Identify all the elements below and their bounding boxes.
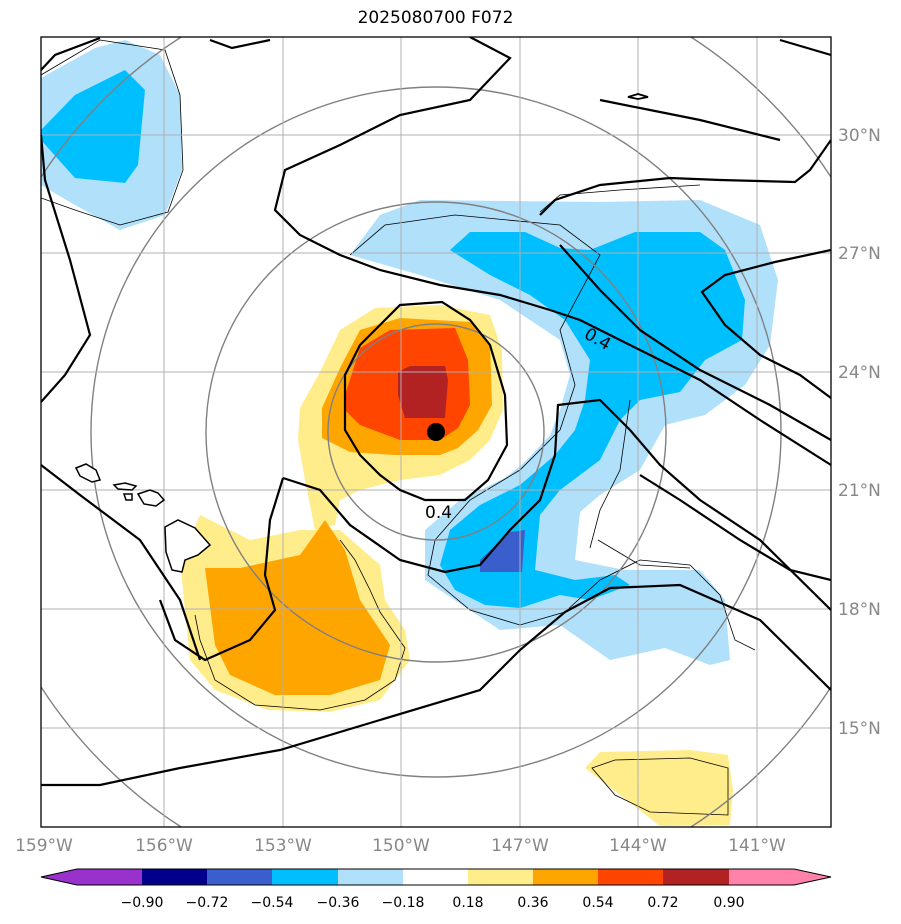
colorbar-tick-label: 0.18 (452, 895, 483, 911)
lon-label: 144°W (609, 836, 667, 856)
colorbar-extend-low (41, 869, 77, 885)
map-frame (40, 36, 832, 828)
lon-label: 156°W (135, 836, 193, 856)
lon-label: 153°W (254, 836, 312, 856)
island-molokai (122, 493, 133, 501)
range-rings (41, 37, 831, 827)
lon-label: 150°W (372, 836, 430, 856)
colorbar-bin (77, 869, 143, 885)
colorbar-bin (338, 869, 404, 885)
colorbar-tick-label: 0.90 (713, 895, 744, 911)
colorbar-bin (403, 869, 469, 885)
island-oahu (112, 482, 138, 491)
colorbar-tick-label: 0.72 (647, 895, 678, 911)
positive-blob-southeast (585, 750, 733, 826)
hawaiian-islands (74, 463, 212, 573)
colorbar-tick-label: −0.90 (121, 895, 164, 911)
colorbar-bin (142, 869, 208, 885)
colorbar-tick-label: −0.18 (382, 895, 425, 911)
lon-label: 159°W (15, 836, 73, 856)
colorbar-bin (468, 869, 534, 885)
lat-label: 27°N (838, 244, 881, 264)
colorbar-bin (663, 869, 729, 885)
colorbar-tick-label: 0.36 (517, 895, 548, 911)
contour-label-lower: 0.4 (425, 503, 452, 523)
lon-tick-labels: 159°W 156°W 153°W 150°W 147°W 144°W 141°… (15, 836, 786, 856)
colorbar-tick-label: −0.72 (186, 895, 229, 911)
lat-tick-labels: 30°N 27°N 24°N 21°N 18°N 15°N (838, 126, 881, 739)
colorbar-bin (272, 869, 338, 885)
thick-contours (41, 37, 831, 787)
colorbar-tick-label: −0.54 (251, 895, 294, 911)
gridlines (41, 37, 831, 827)
lat-label: 24°N (838, 363, 881, 383)
colorbar-bin (729, 869, 795, 885)
island-maui (136, 489, 166, 507)
small-closed-contour (627, 93, 649, 100)
colorbar-bin (207, 869, 273, 885)
storm-center-marker (427, 423, 445, 441)
lat-label: 18°N (838, 600, 881, 620)
lat-label: 21°N (838, 481, 881, 501)
colorbar-bin (598, 869, 664, 885)
colorbar-extend-high (794, 869, 831, 885)
colorbar-tick-label: 0.54 (582, 895, 613, 911)
island-hawaii (164, 519, 212, 573)
colorbar-bin (533, 869, 599, 885)
map-title: 2025080700 F072 (357, 8, 514, 28)
map-area: 0.4 0.4 (41, 37, 831, 827)
lat-label: 15°N (838, 719, 881, 739)
island-kauai (74, 463, 102, 483)
colorbar-tick-label: −0.36 (317, 895, 360, 911)
lon-label: 141°W (728, 836, 786, 856)
lat-label: 30°N (838, 126, 881, 146)
colorbar: −0.90 −0.72 −0.54 −0.36 −0.18 0.18 0.36 … (40, 868, 832, 911)
lon-label: 147°W (491, 836, 549, 856)
